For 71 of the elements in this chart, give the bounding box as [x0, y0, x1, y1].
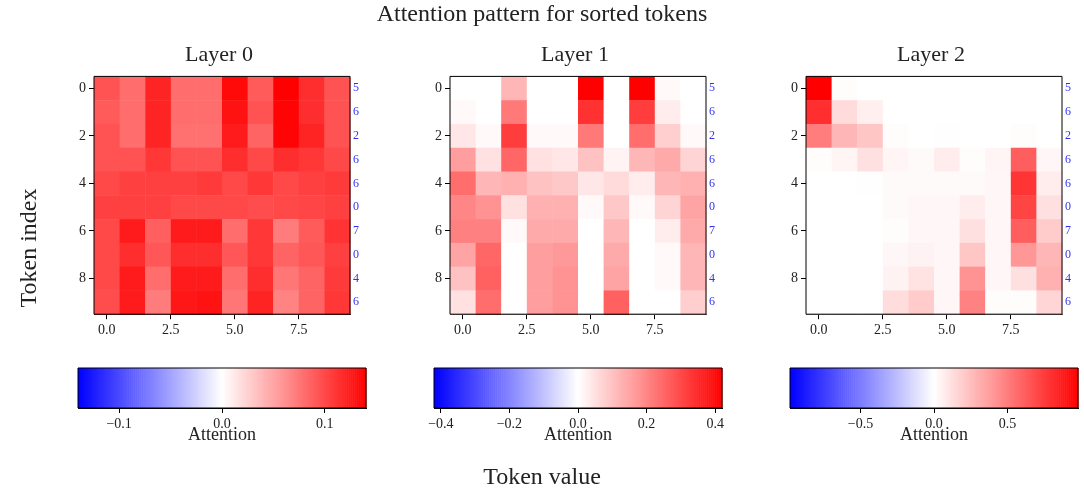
y2-tick-label: 5: [1065, 80, 1071, 95]
y2-tick-label: 6: [709, 175, 715, 190]
y-tick-label: 4: [791, 175, 798, 191]
x-tick-label: 5.0: [938, 322, 956, 338]
y-tick-label: 8: [79, 270, 86, 286]
x-axis-title: Token value: [483, 463, 601, 490]
color-bar-label: 0.1: [316, 416, 334, 432]
color-bar-label: −0.4: [428, 416, 454, 432]
x-tick-label: 0.0: [810, 322, 828, 338]
y2-tick-label: 6: [709, 151, 715, 166]
y2-tick-label: 4: [353, 270, 359, 285]
x-tick-label: 2.5: [874, 322, 892, 338]
y2-tick-label: 6: [1065, 151, 1071, 166]
y2-tick-label: 6: [1065, 175, 1071, 190]
x-tick-label: 7.5: [1002, 322, 1020, 338]
y2-tick-label: 7: [709, 223, 715, 238]
chart-title: Layer 1: [541, 40, 609, 66]
color-bar-label: −0.5: [847, 416, 874, 432]
y-tick-label: 2: [435, 127, 442, 143]
y-axis-title: Token index: [14, 188, 42, 308]
y-tick-label: 2: [79, 127, 86, 143]
y2-tick-label: 6: [353, 151, 359, 166]
x-tick-label: 0.0: [454, 322, 472, 338]
y2-tick-label: 4: [709, 270, 715, 285]
y-tick-label: 0: [791, 79, 798, 95]
x-tick-label: 7.5: [290, 322, 308, 338]
y2-tick-label: 6: [353, 104, 359, 119]
x-tick-label: 0.0: [98, 322, 116, 338]
y2-tick-label: 5: [353, 80, 359, 95]
y2-tick-label: 4: [1065, 270, 1071, 285]
y-tick-label: 6: [435, 222, 442, 238]
y-tick-label: 6: [791, 222, 798, 238]
y2-tick-label: 0: [353, 246, 359, 261]
y2-tick-label: 0: [709, 246, 715, 261]
color-bar-label: 0.5: [998, 416, 1017, 432]
y-tick-label: 0: [435, 79, 442, 95]
y2-tick-label: 7: [353, 223, 359, 238]
y2-tick-label: 6: [353, 294, 359, 309]
text: Attention pattern for sorted tokens: [376, 0, 708, 27]
x-tick-label: 7.5: [646, 322, 664, 338]
x-tick-label: 5.0: [582, 322, 600, 338]
y-tick-label: 0: [79, 79, 86, 95]
y2-tick-label: 6: [709, 104, 715, 119]
x-tick-label: 5.0: [226, 322, 244, 338]
y2-tick-label: 2: [1065, 128, 1071, 143]
chart-title: Layer 0: [185, 40, 253, 66]
y2-tick-label: 7: [1065, 223, 1071, 238]
color-bar-label: −0.1: [106, 416, 132, 432]
y2-tick-label: 6: [1065, 104, 1071, 119]
y-tick-label: 2: [791, 127, 798, 143]
y2-tick-label: 6: [709, 294, 715, 309]
y2-tick-label: 2: [353, 128, 359, 143]
y2-tick-label: 0: [1065, 246, 1071, 261]
y-tick-label: 4: [435, 175, 442, 191]
y2-tick-label: 0: [1065, 199, 1071, 214]
x-tick-label: 2.5: [162, 322, 180, 338]
y2-tick-label: 2: [709, 128, 715, 143]
y2-tick-label: 6: [1065, 294, 1071, 309]
y-tick-label: 4: [79, 175, 86, 191]
y-tick-label: 8: [791, 270, 798, 286]
color-bar-label: 0.2: [637, 416, 656, 432]
color-bar-label: −0.2: [496, 416, 523, 432]
y2-tick-label: 0: [709, 199, 715, 214]
color-bar-label: 0.4: [706, 416, 724, 432]
y2-tick-label: 6: [353, 175, 359, 190]
y2-tick-label: 5: [709, 80, 715, 95]
y2-tick-label: 0: [353, 199, 359, 214]
y-tick-label: 6: [79, 222, 86, 238]
x-tick-label: 2.5: [518, 322, 536, 338]
chart-title: Layer 2: [897, 40, 965, 66]
y-tick-label: 8: [435, 270, 442, 286]
